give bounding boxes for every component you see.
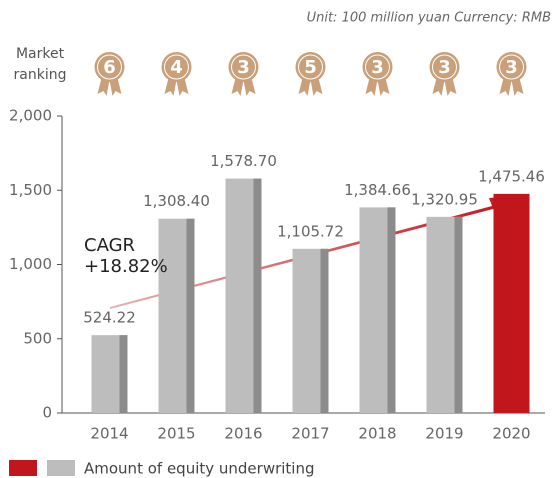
medal-ring: [97, 54, 122, 80]
medal: [161, 52, 192, 82]
y-tick-label: 2,000: [9, 107, 52, 125]
value-label: 1,384.66: [344, 181, 411, 199]
annotation: +18.82%: [84, 256, 168, 277]
x-tick-label: 2016: [224, 425, 262, 443]
value-label: 524.22: [83, 309, 136, 327]
value-label: 1,308.40: [143, 192, 210, 210]
x-tick-label: 2015: [157, 425, 195, 443]
medal-ring: [298, 54, 323, 80]
ranking-value: 3: [237, 57, 250, 78]
y-tick-label: 500: [23, 329, 52, 347]
bar-shade: [387, 207, 396, 413]
bar-shade: [454, 216, 463, 413]
medal-ribbon: [231, 78, 256, 96]
bar-shade: [119, 335, 128, 413]
medal: [362, 52, 393, 82]
value-label: 1,105.72: [277, 222, 344, 240]
medal: [295, 52, 326, 82]
ranking-value: 6: [103, 57, 116, 78]
medal: [94, 52, 125, 82]
medal-ring: [231, 54, 256, 80]
medal-ring: [365, 54, 390, 80]
ranking-value: 3: [438, 57, 451, 78]
ranking-medal: 5: [295, 52, 326, 96]
medal-ring: [164, 54, 189, 80]
bar: [493, 193, 530, 413]
ranking-medal: 4: [161, 52, 192, 96]
legend-swatch: [47, 460, 75, 476]
ranking-label: Market ranking: [13, 46, 67, 83]
medal-ribbon: [432, 78, 457, 96]
y-tick-label: 1,000: [9, 255, 52, 273]
x-tick-label: 2018: [358, 425, 396, 443]
cagr-arrow: [110, 196, 512, 309]
medal: [429, 52, 460, 82]
y-tick-label: 1,500: [9, 181, 52, 199]
medal: [496, 52, 527, 82]
legend-label: Amount of equity underwriting: [84, 460, 315, 478]
medal-ring: [432, 54, 457, 80]
x-tick-label: 2017: [291, 425, 329, 443]
medal-ribbon: [97, 78, 122, 96]
medal: [228, 52, 259, 82]
medal-ribbon: [365, 78, 390, 96]
medal-ring: [499, 54, 524, 80]
bar-shade: [253, 178, 262, 413]
medal-ribbon: [499, 78, 524, 96]
value-label: 1,475.46: [478, 167, 545, 185]
annotation: CAGR: [84, 235, 135, 256]
ranking-medal: 6: [94, 52, 125, 96]
x-tick-label: 2019: [425, 425, 463, 443]
unit-note: Unit: 100 million yuan Currency: RMB: [307, 11, 551, 26]
ranking-value: 3: [505, 57, 518, 78]
ranking-medal: 3: [429, 52, 460, 96]
legend-swatch: [9, 460, 37, 476]
value-label: 1,578.70: [210, 152, 277, 170]
value-label: 1,320.95: [411, 190, 478, 208]
bar-shade: [186, 218, 195, 413]
medal-ribbon: [298, 78, 323, 96]
ranking-value: 3: [371, 57, 384, 78]
x-tick-label: 2020: [492, 425, 530, 443]
ranking-value: 5: [304, 57, 317, 78]
ranking-medal: 3: [362, 52, 393, 96]
ranking-value: 4: [170, 57, 183, 78]
ranking-medal: 3: [228, 52, 259, 96]
medal-ribbon: [164, 78, 189, 96]
x-tick-label: 2014: [90, 425, 128, 443]
ranking-medal: 3: [496, 52, 527, 96]
bar-shade: [320, 248, 329, 413]
y-tick-label: 0: [42, 404, 52, 422]
